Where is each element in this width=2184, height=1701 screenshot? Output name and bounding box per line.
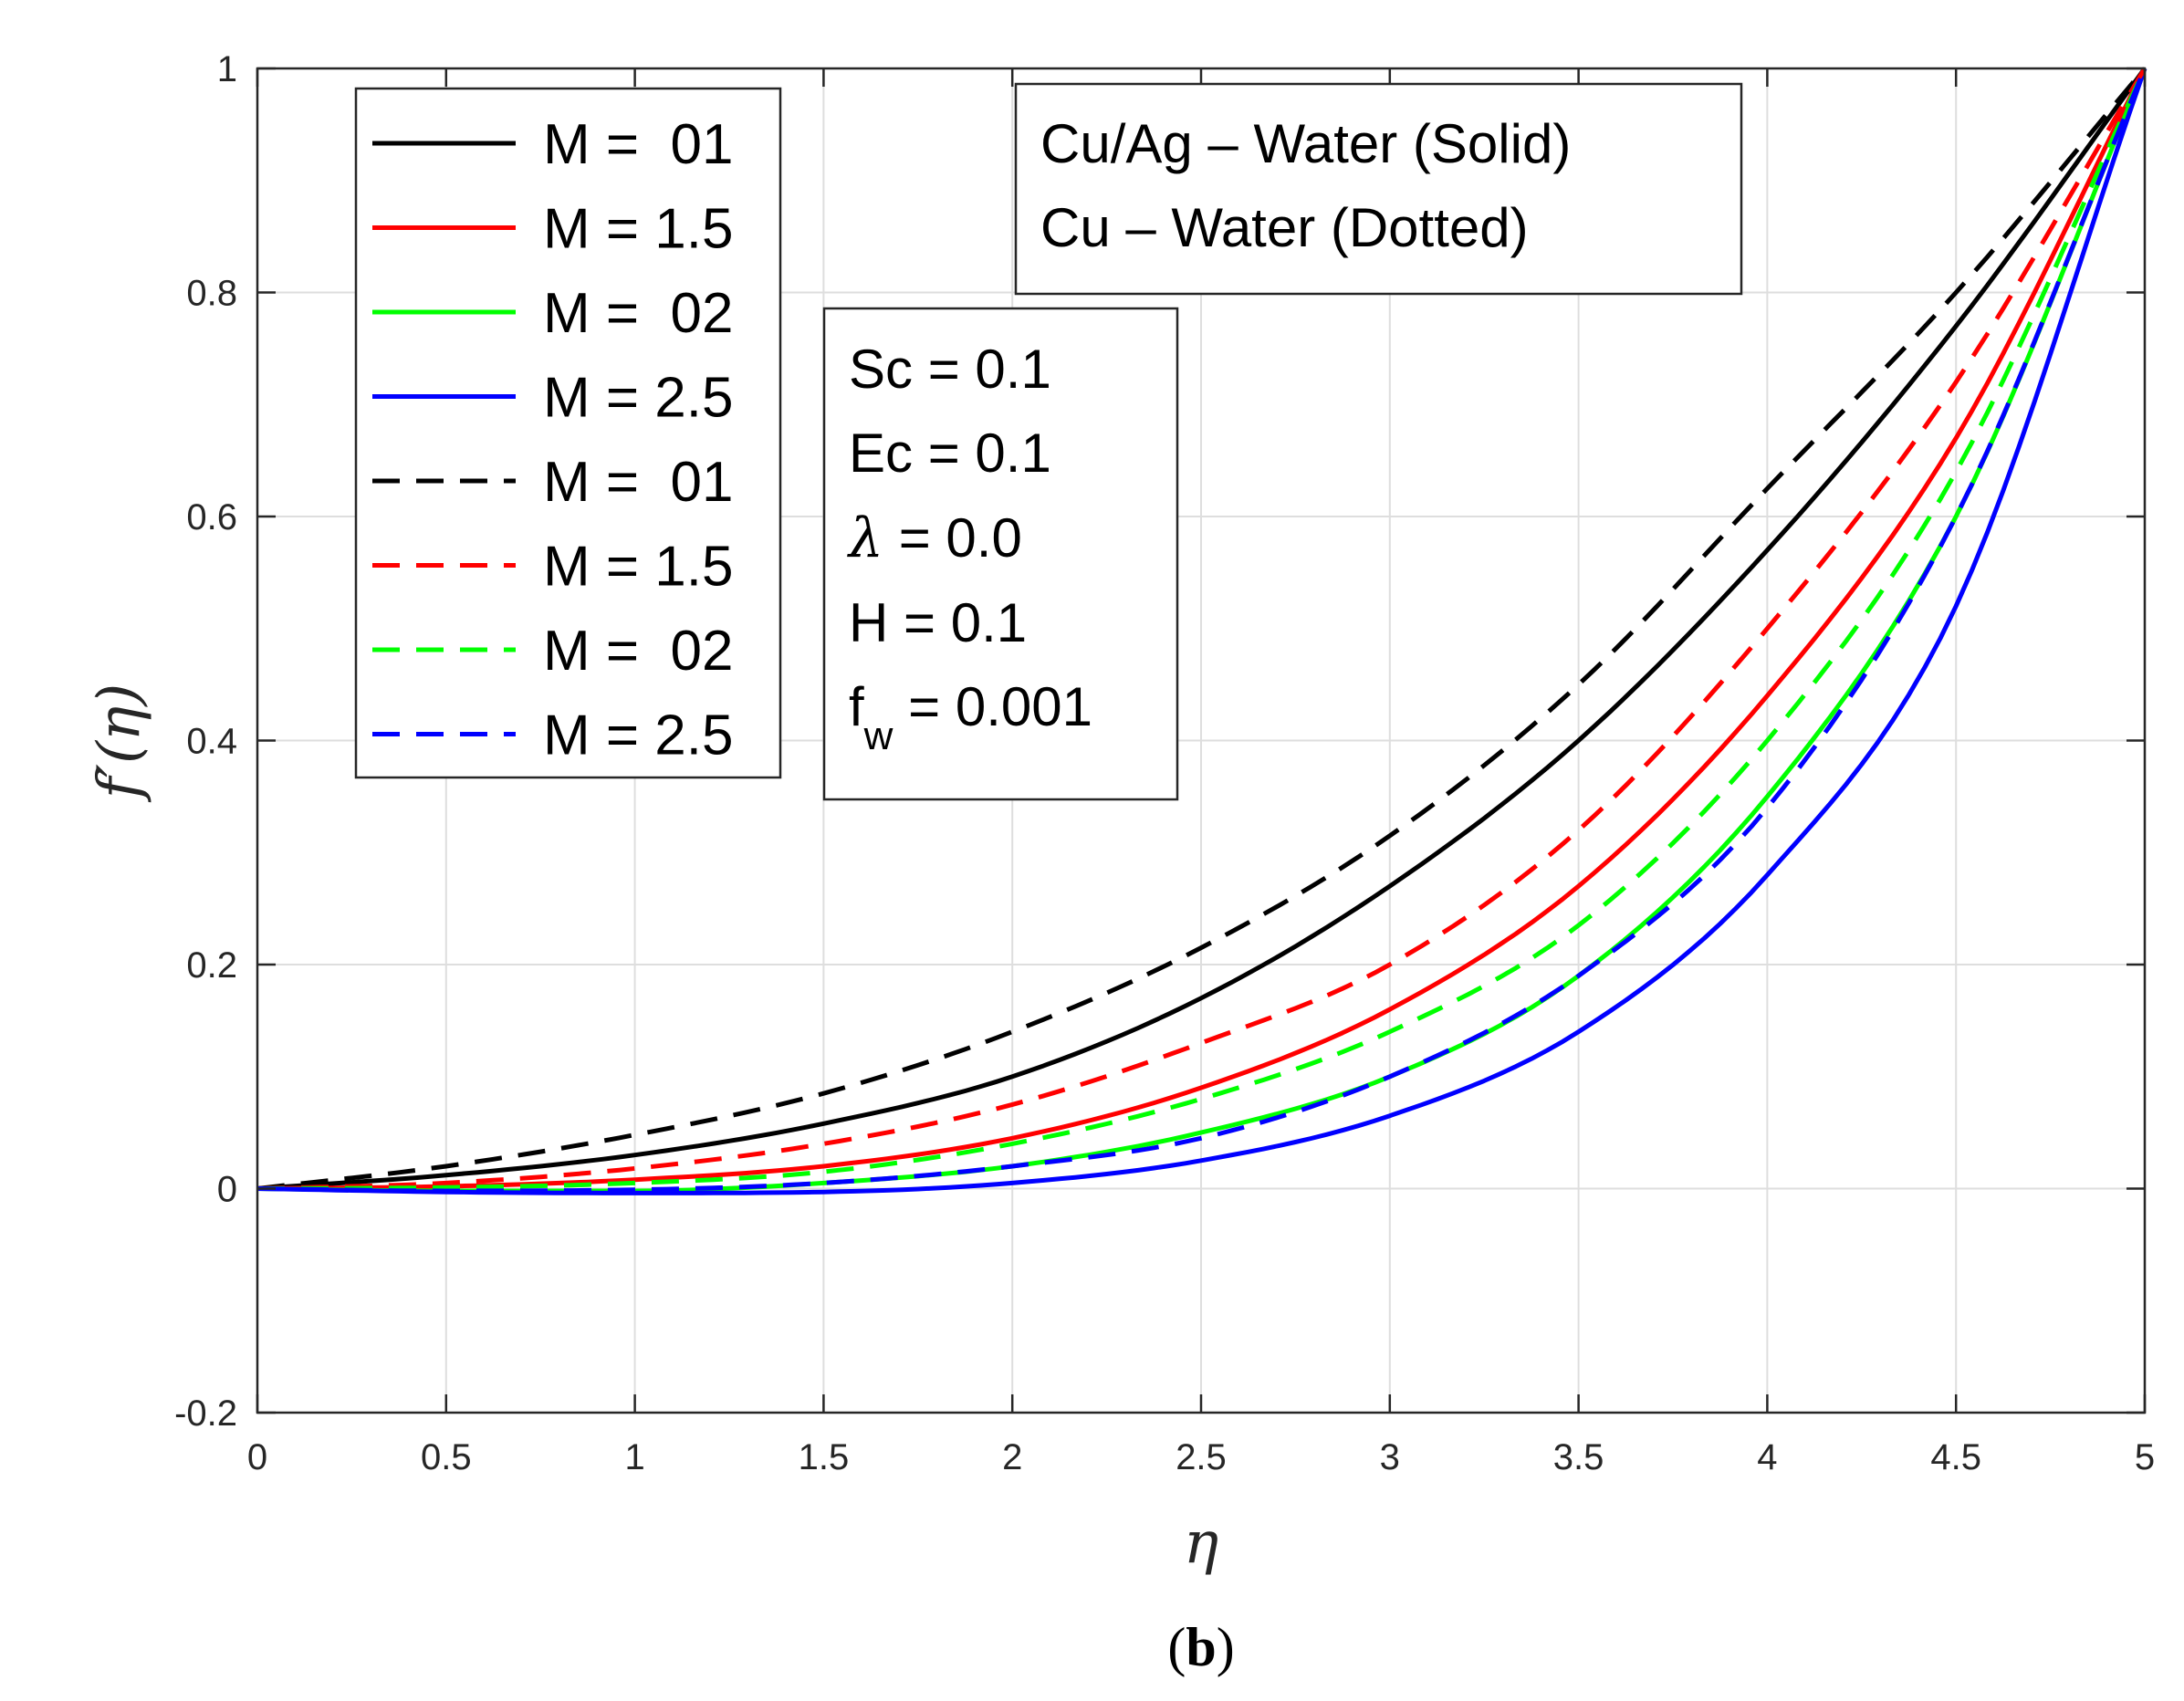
fw-base: f [849, 676, 864, 737]
x-ticks [256, 68, 2147, 1413]
caption-letter: b [1186, 1617, 1216, 1677]
legend-label-1: M = 1.5 [543, 198, 734, 261]
legend-label-6: M = 02 [543, 620, 734, 683]
x-tick-label: 1.5 [799, 1437, 850, 1477]
x-tick-label: 4 [1757, 1437, 1777, 1477]
param-sc: Sc = 0.1 [849, 339, 1051, 400]
fluid-dotted-label: Cu – Water (Dotted) [1040, 197, 1529, 258]
legend-label-4: M = 01 [543, 451, 734, 514]
legend-box [354, 87, 782, 779]
caption-close: ) [1217, 1617, 1235, 1677]
legend: M = 01 M = 1.5 M = 02 M = 2.5 M = 01 M = 1.5 M… [354, 87, 782, 779]
caption-open: ( [1167, 1617, 1186, 1677]
fw-value: = 0.001 [893, 676, 1092, 737]
x-tick-labels: 0 0.5 1 1.5 2 2.5 3 3.5 4 4.5 5 [247, 1437, 2155, 1477]
parameter-annotation: Sc = 0.1 Ec = 0.1 λ = 0.0 H = 0.1 fw = 0… [822, 307, 1179, 801]
fw-subscript: w [863, 714, 893, 758]
y-tick-label: 0.8 [186, 274, 237, 314]
legend-label-5: M = 1.5 [543, 536, 734, 599]
series-line-0 [256, 67, 2147, 1191]
y-tick-label: 0 [217, 1170, 237, 1210]
y-tick-label: 1 [217, 49, 237, 89]
series-lines [256, 67, 2147, 1195]
x-tick-label: 2.5 [1176, 1437, 1227, 1477]
legend-label-3: M = 2.5 [543, 367, 734, 430]
x-tick-label: 3.5 [1553, 1437, 1604, 1477]
y-tick-labels: -0.2 0 0.2 0.4 0.6 0.8 1 [174, 49, 237, 1434]
x-tick-label: 0 [247, 1437, 267, 1477]
series-line-6 [256, 67, 2147, 1191]
lambda-value: = 0.0 [883, 507, 1022, 569]
param-ec: Ec = 0.1 [849, 423, 1051, 484]
legend-items: M = 01 M = 1.5 M = 02 M = 2.5 M = 01 M = 1.5 M… [372, 113, 734, 767]
x-tick-label: 3 [1380, 1437, 1400, 1477]
y-tick-label: 0.6 [186, 497, 237, 537]
y-tick-label: 0.4 [186, 722, 237, 762]
legend-label-2: M = 02 [543, 282, 734, 345]
x-tick-label: 5 [2135, 1437, 2155, 1477]
series-line-1 [256, 67, 2147, 1191]
x-tick-label: 0.5 [421, 1437, 472, 1477]
x-axis-label: η [1184, 1509, 1218, 1577]
series-line-3 [256, 68, 2147, 1195]
series-line-5 [256, 67, 2147, 1191]
param-lambda: λ = 0.0 [847, 506, 1022, 570]
fluid-annotation-box [1014, 82, 1743, 296]
y-axis-label: f′(η) [86, 684, 153, 803]
legend-label-0: M = 01 [543, 113, 734, 176]
legend-label-7: M = 2.5 [543, 704, 734, 767]
param-fw: fw = 0.001 [849, 676, 1092, 758]
parameter-annotation-box [822, 307, 1179, 801]
series-line-7 [256, 68, 2147, 1194]
x-tick-label: 1 [624, 1437, 644, 1477]
lambda-symbol: λ [847, 506, 883, 570]
x-tick-label: 2 [1002, 1437, 1022, 1477]
y-tick-label: -0.2 [174, 1393, 237, 1434]
param-h: H = 0.1 [849, 592, 1027, 653]
fluid-annotation: Cu/Ag – Water (Solid) Cu – Water (Dotted… [1014, 82, 1743, 296]
x-tick-label: 4.5 [1930, 1437, 1981, 1477]
y-ticks [257, 67, 2145, 1414]
y-tick-label: 0.2 [186, 945, 237, 986]
series-line-4 [256, 67, 2147, 1191]
figure-caption: (b) [1167, 1617, 1234, 1677]
fluid-solid-label: Cu/Ag – Water (Solid) [1040, 113, 1571, 174]
